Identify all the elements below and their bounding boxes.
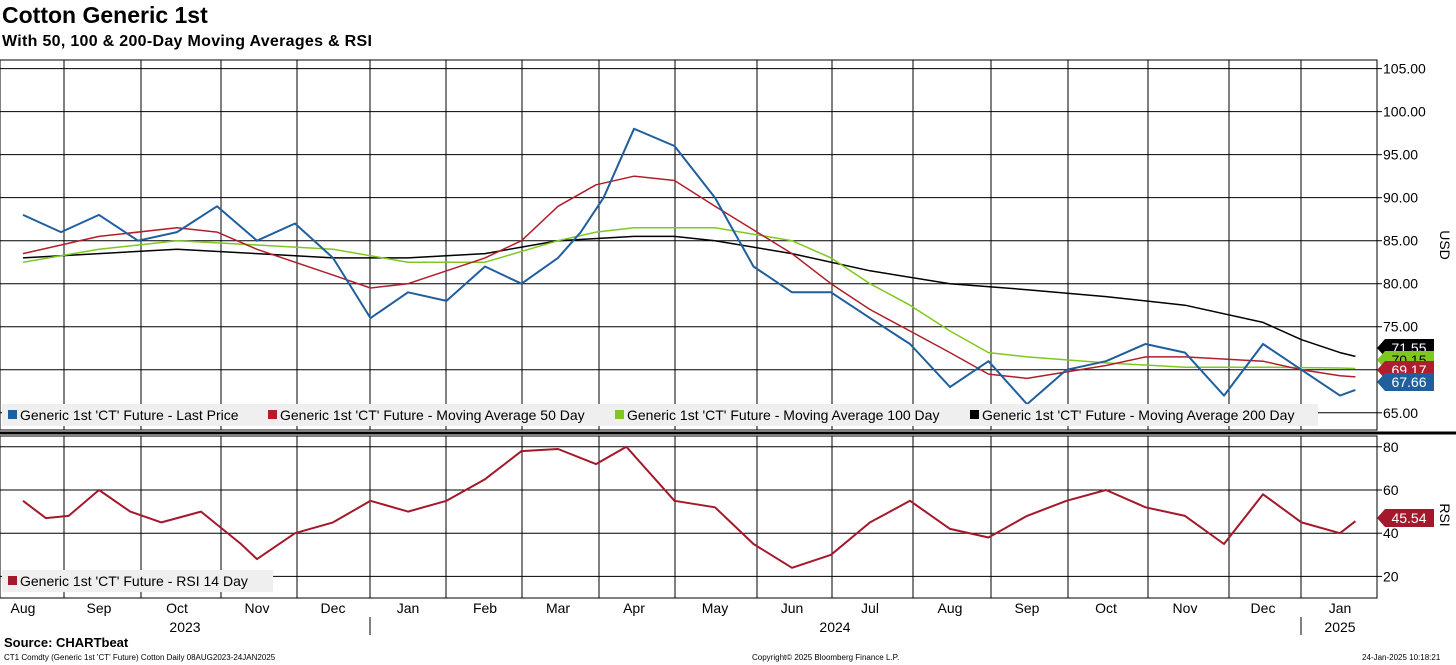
price-legend-bg (2, 404, 1318, 426)
x-month-label: Sep (1015, 600, 1040, 616)
price-tick-label: 65.00 (1383, 405, 1418, 421)
price-legend-label: Generic 1st 'CT' Future - Moving Average… (280, 407, 585, 423)
rsi-line (22, 445, 1357, 569)
x-month-label: Oct (166, 600, 188, 616)
x-month-label: Sep (87, 600, 112, 616)
rsi-tick-label: 40 (1383, 525, 1399, 541)
price-line (22, 127, 1356, 406)
price-tick-label: 100.00 (1383, 104, 1426, 120)
price-tick-label: 85.00 (1383, 233, 1418, 249)
x-month-label: Aug (11, 600, 36, 616)
price-last-tag-text: 67.66 (1391, 374, 1426, 390)
x-month-label: Nov (1173, 600, 1198, 616)
ticker-note: CT1 Comdty (Generic 1st 'CT' Future) Cot… (4, 653, 276, 662)
x-month-label: Aug (938, 600, 963, 616)
x-month-label: Feb (473, 600, 497, 616)
price-legend-swatch (8, 410, 17, 419)
x-month-label: Nov (245, 600, 270, 616)
price-tick-label: 105.00 (1383, 61, 1426, 77)
price-legend-label: Generic 1st 'CT' Future - Last Price (20, 407, 239, 423)
x-month-label: Jan (397, 600, 420, 616)
x-month-label: Apr (623, 600, 645, 616)
price-panel-frame (0, 59, 1378, 431)
chart-title: Cotton Generic 1st (2, 2, 208, 28)
source-note: Source: CHARTbeat (4, 635, 129, 650)
rsi-legend-label: Generic 1st 'CT' Future - RSI 14 Day (20, 573, 248, 589)
rsi-last-tag: 45.54 (1377, 509, 1434, 527)
rsi-tick-label: 20 (1383, 568, 1399, 584)
price-tick-label: 95.00 (1383, 147, 1418, 163)
price-legend-label: Generic 1st 'CT' Future - Moving Average… (627, 407, 939, 423)
x-year-label: 2023 (169, 619, 200, 635)
rsi-tick-label: 80 (1383, 439, 1399, 455)
price-legend-swatch (268, 410, 277, 419)
price-axis-label: USD (1437, 230, 1453, 260)
ma200-line (22, 235, 1356, 358)
price-tick-label: 75.00 (1383, 319, 1418, 335)
x-month-label: Oct (1095, 600, 1117, 616)
timestamp-note: 24-Jan-2025 10:18:21 (1362, 653, 1441, 662)
price-tick-label: 90.00 (1383, 190, 1418, 206)
rsi-legend-bg (2, 570, 273, 592)
x-month-label: Dec (1251, 600, 1276, 616)
rsi-tick-label: 60 (1383, 482, 1399, 498)
x-month-label: Mar (546, 600, 570, 616)
ma100-line (22, 227, 1356, 370)
rsi-panel-frame (0, 435, 1378, 599)
x-month-label: May (702, 600, 728, 616)
rsi-legend-swatch (8, 576, 17, 585)
x-month-label: Jan (1329, 600, 1352, 616)
price-last-tag-bg (1377, 373, 1434, 391)
x-month-label: Dec (321, 600, 346, 616)
price-tick-label: 80.00 (1383, 276, 1418, 292)
price-legend-swatch (615, 410, 624, 419)
rsi-last-tag-text: 45.54 (1391, 510, 1426, 526)
price-legend-label: Generic 1st 'CT' Future - Moving Average… (982, 407, 1294, 423)
price-last-tag: 67.66 (1377, 373, 1434, 391)
x-year-label: 2025 (1324, 619, 1355, 635)
ma50-line (22, 175, 1356, 380)
chart-subtitle: With 50, 100 & 200-Day Moving Averages &… (2, 33, 373, 50)
x-year-label: 2024 (819, 619, 850, 635)
x-month-label: Jun (781, 600, 804, 616)
x-month-label: Jul (861, 600, 879, 616)
price-legend-swatch (970, 410, 979, 419)
rsi-last-tag-bg (1377, 509, 1434, 527)
rsi-axis-label: RSI (1437, 503, 1453, 526)
copyright-note: Copyright© 2025 Bloomberg Finance L.P. (752, 653, 900, 662)
